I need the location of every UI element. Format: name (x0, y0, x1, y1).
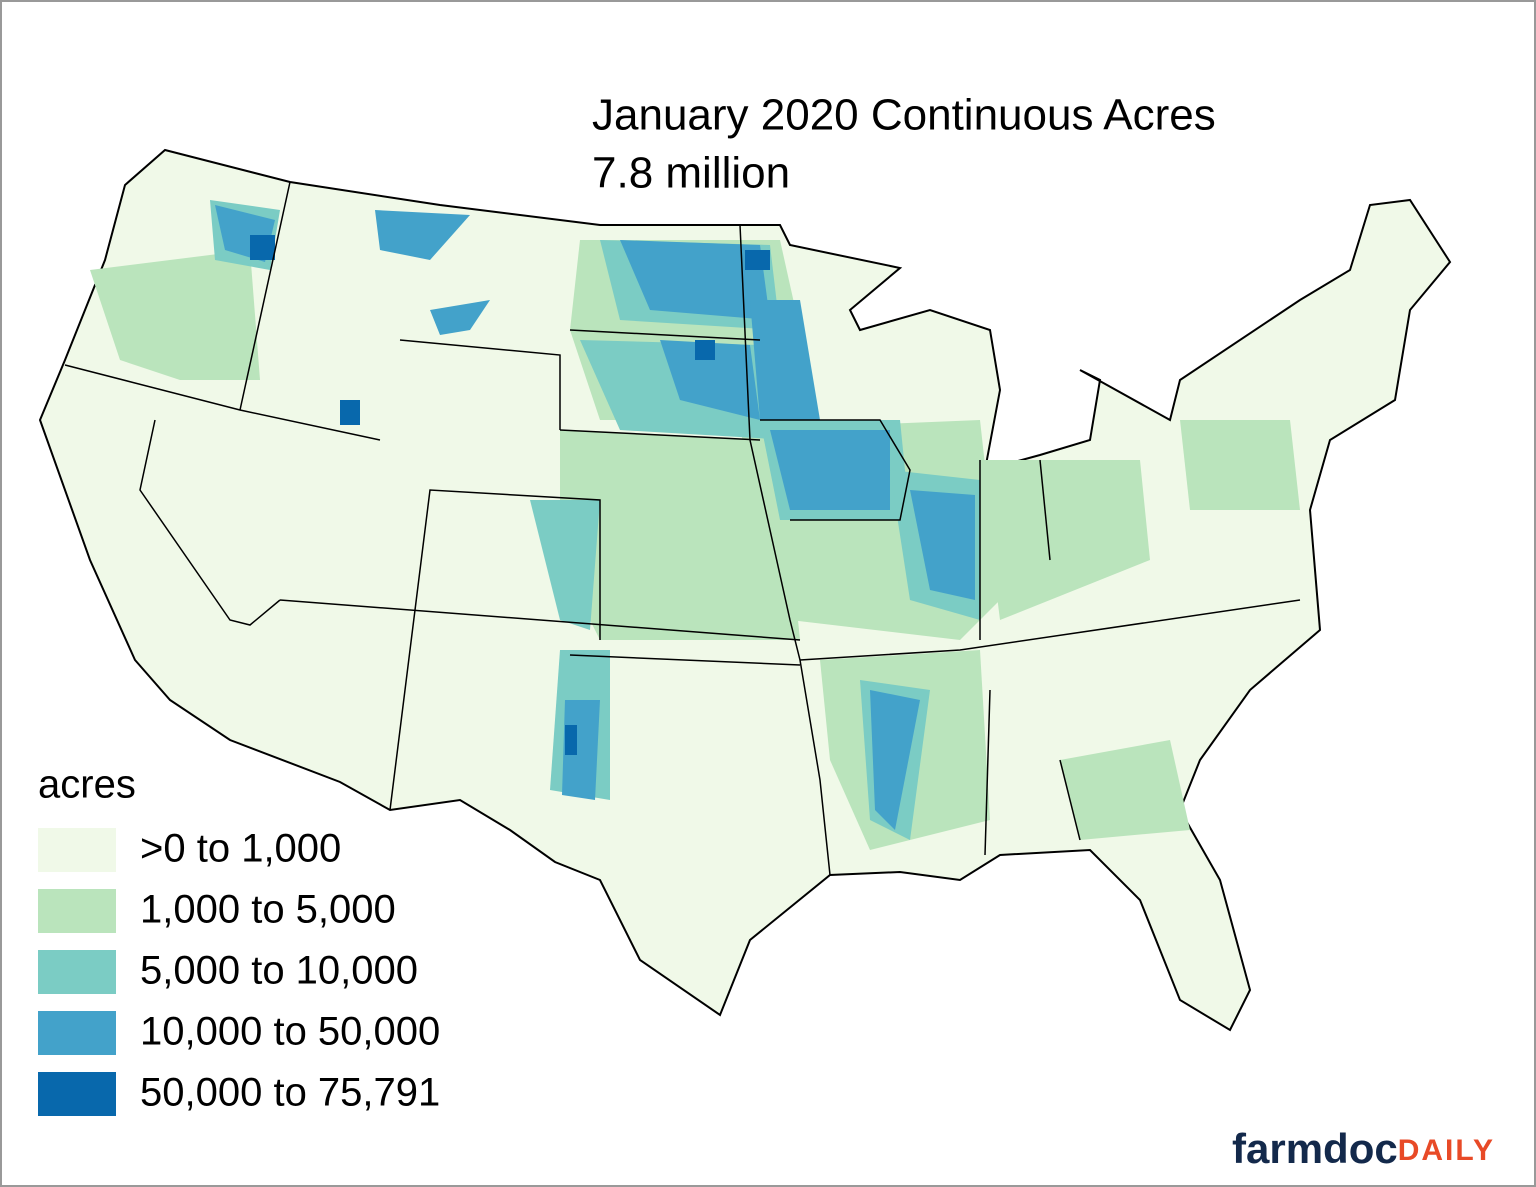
legend: >0 to 1,000 1,000 to 5,000 5,000 to 10,000… (38, 827, 440, 1116)
legend-title: acres (38, 763, 136, 807)
legend-swatch (38, 1011, 116, 1055)
title: January 2020 Continuous Acres (592, 91, 1216, 140)
legend-label: 1,000 to 5,000 (140, 888, 396, 932)
logo-brand: farmdoc (1232, 1125, 1398, 1172)
us-map (38, 148, 1452, 1032)
dark-blue-areas (250, 235, 770, 755)
subtitle: 7.8 million (592, 149, 790, 198)
logo-suffix: DAILY (1398, 1134, 1495, 1167)
legend-swatch (38, 1072, 116, 1116)
legend-swatch (38, 889, 116, 933)
legend-swatch (38, 828, 116, 872)
legend-swatch (38, 950, 116, 994)
legend-label: 5,000 to 10,000 (140, 949, 418, 993)
state-borders (64, 181, 1301, 876)
legend-label: 50,000 to 75,791 (140, 1071, 440, 1115)
logo: farmdocDAILY (1232, 1125, 1495, 1172)
legend-label: 10,000 to 50,000 (140, 1010, 440, 1054)
legend-label: >0 to 1,000 (140, 827, 341, 871)
blue-areas (215, 205, 975, 830)
